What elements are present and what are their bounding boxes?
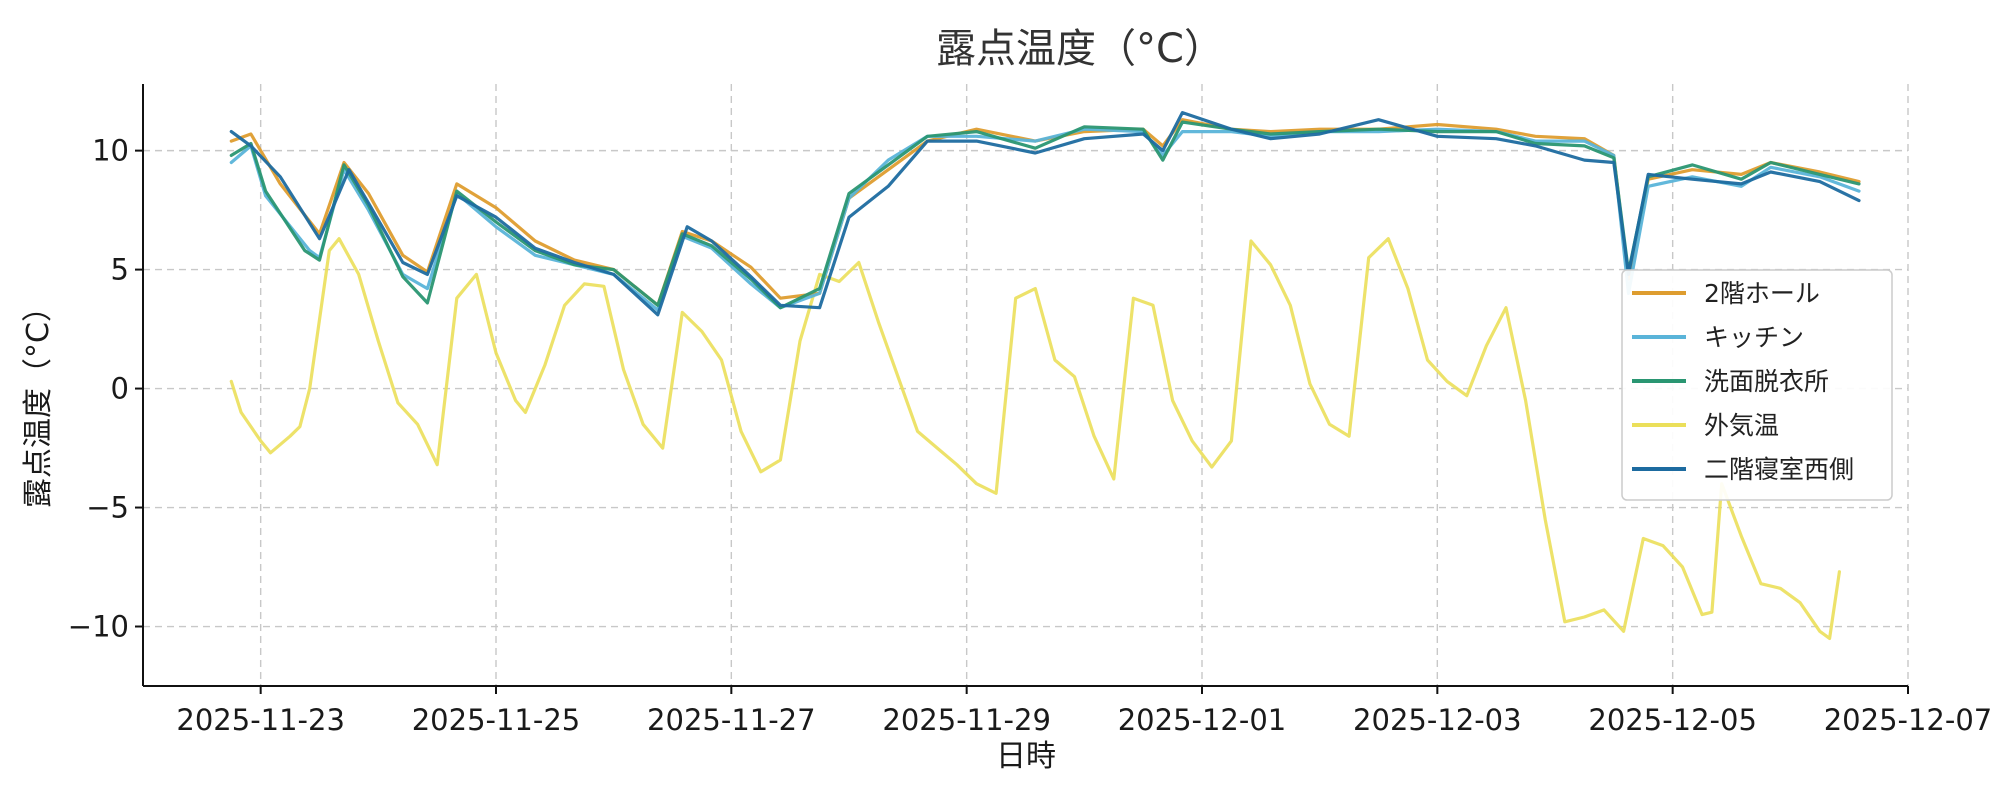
y-tick-label: 0 [111, 372, 129, 406]
series-line-4 [229, 110, 1861, 317]
axes-layer [142, 84, 1908, 687]
x-tick-label: 2025-11-29 [882, 703, 1051, 737]
legend-frame [1621, 269, 1893, 501]
legend-label: 二階寝室西側 [1704, 455, 1854, 484]
legend-label: 洗面脱衣所 [1704, 367, 1829, 396]
series-line-3 [229, 237, 1842, 641]
y-tick-label: 10 [92, 134, 129, 168]
x-tick-label: 2025-12-01 [1118, 703, 1287, 737]
legend-label: キッチン [1704, 323, 1804, 352]
y-tick-label: −10 [68, 610, 129, 644]
x-tick-label: 2025-11-25 [412, 703, 581, 737]
x-tick-label: 2025-11-23 [176, 703, 345, 737]
x-axis-title: 日時 [996, 739, 1056, 774]
legend-label: 2階ホール [1704, 279, 1820, 308]
x-tick-label: 2025-12-05 [1588, 703, 1757, 737]
y-axis-title: 露点温度（°C） [21, 292, 56, 508]
ticks-layer: 10 5 0 −5 −10 2025-11-23 2025-11-25 2025-11-27 2… [68, 134, 1992, 737]
x-tick-label: 2025-12-03 [1353, 703, 1522, 737]
y-tick-label: 5 [111, 253, 129, 287]
legend-label: 外気温 [1704, 411, 1779, 440]
chart-title: 露点温度（°C） [936, 26, 1224, 72]
series-layer [229, 110, 1861, 641]
x-tick-label: 2025-11-27 [647, 703, 816, 737]
series-line-1 [229, 127, 1861, 312]
x-tick-label: 2025-12-07 [1824, 703, 1993, 737]
series-line-2 [229, 120, 1861, 310]
y-tick-label: −5 [86, 491, 129, 525]
